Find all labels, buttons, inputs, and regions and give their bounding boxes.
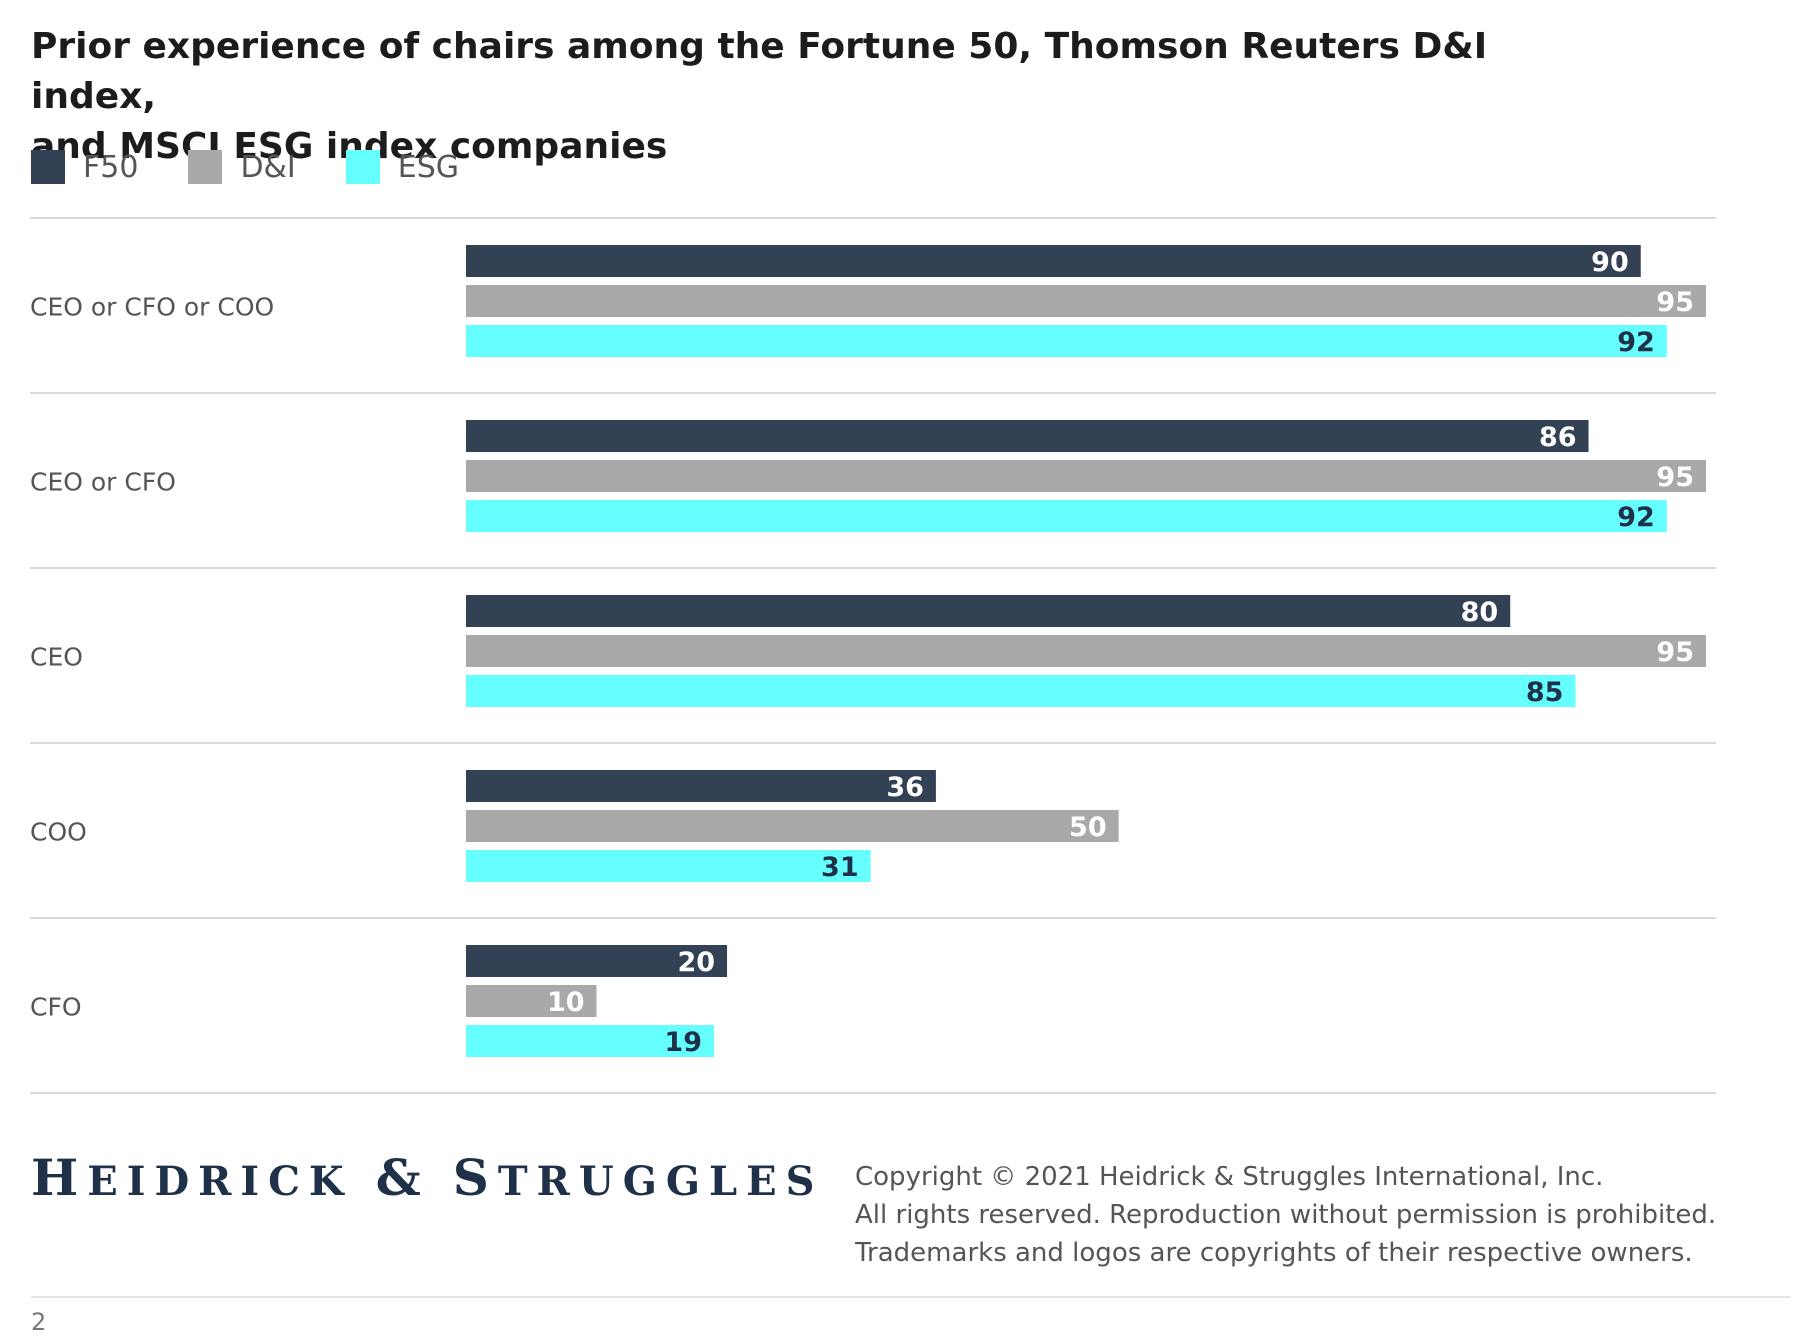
bar-di: [466, 460, 1706, 492]
bar-di: [466, 810, 1119, 842]
bar-value-label: 95: [1656, 462, 1694, 493]
copyright-line-2: All rights reserved. Reproduction withou…: [855, 1200, 1717, 1230]
bar-esg: [466, 1025, 714, 1057]
chart-title-line-1: Prior experience of chairs among the For…: [31, 26, 1488, 117]
bar-value-label: 86: [1539, 422, 1577, 453]
bar-value-label: 90: [1591, 247, 1629, 278]
logo-ampersand: &: [375, 1148, 430, 1207]
logo-word-eidrick: EIDRICK: [87, 1158, 353, 1205]
legend-item-f50: F50: [31, 150, 138, 185]
legend-swatch-esg: [345, 150, 380, 184]
bar-f50: [466, 245, 1641, 277]
bar-value-label: 92: [1617, 502, 1655, 533]
bar-value-label: 92: [1617, 327, 1655, 358]
legend-label-f50: F50: [83, 149, 139, 185]
category-label: COO: [30, 818, 87, 847]
logo-initial-s: S: [452, 1148, 498, 1207]
category-label: CEO or CFO or COO: [30, 293, 274, 322]
bar-value-label: 95: [1656, 637, 1694, 668]
bottom-divider: [31, 1296, 1791, 1298]
category-label: CEO: [30, 643, 83, 672]
bar-value-label: 36: [886, 772, 924, 803]
bar-esg: [466, 850, 871, 882]
bar-value-label: 19: [664, 1027, 702, 1058]
heidrick-struggles-logo: HEIDRICK & STRUGGLES: [31, 1148, 824, 1207]
bar-di: [466, 985, 597, 1017]
legend-label-di: D&I: [240, 149, 296, 185]
legend-swatch-di: [188, 150, 223, 184]
legend-swatch-f50: [31, 150, 65, 184]
bar-f50: [466, 420, 1589, 452]
bar-value-label: 95: [1656, 287, 1694, 318]
legend-label-esg: ESG: [397, 149, 460, 185]
bar-value-label: 85: [1526, 677, 1564, 708]
logo-word-truggles: TRUGGLES: [497, 1158, 824, 1205]
bar-value-label: 50: [1069, 812, 1107, 843]
category-label: CEO or CFO: [30, 468, 176, 497]
bar-f50: [466, 770, 936, 802]
bar-f50: [466, 945, 728, 977]
bar-di: [466, 285, 1706, 317]
copyright-line-3: Trademarks and logos are copyrights of t…: [855, 1238, 1693, 1268]
bar-esg: [466, 325, 1667, 357]
page-number: 2: [31, 1308, 47, 1336]
bar-esg: [466, 500, 1667, 532]
copyright-line-1: Copyright © 2021 Heidrick & Struggles In…: [855, 1162, 1604, 1192]
chart-legend: F50 D&I ESG: [31, 149, 509, 185]
legend-item-esg: ESG: [345, 149, 460, 185]
bar-value-label: 10: [547, 987, 585, 1018]
bar-esg: [466, 675, 1576, 707]
chart-title: Prior experience of chairs among the For…: [31, 22, 1531, 172]
copyright-notice: Copyright © 2021 Heidrick & Struggles In…: [855, 1158, 1755, 1272]
logo-initial-h: H: [31, 1148, 88, 1207]
legend-item-di: D&I: [188, 149, 296, 185]
bar-value-label: 31: [821, 852, 859, 883]
bar-f50: [466, 595, 1511, 627]
bar-di: [466, 635, 1706, 667]
bar-value-label: 20: [677, 947, 715, 978]
category-label: CFO: [30, 993, 82, 1022]
bar-value-label: 80: [1461, 597, 1499, 628]
